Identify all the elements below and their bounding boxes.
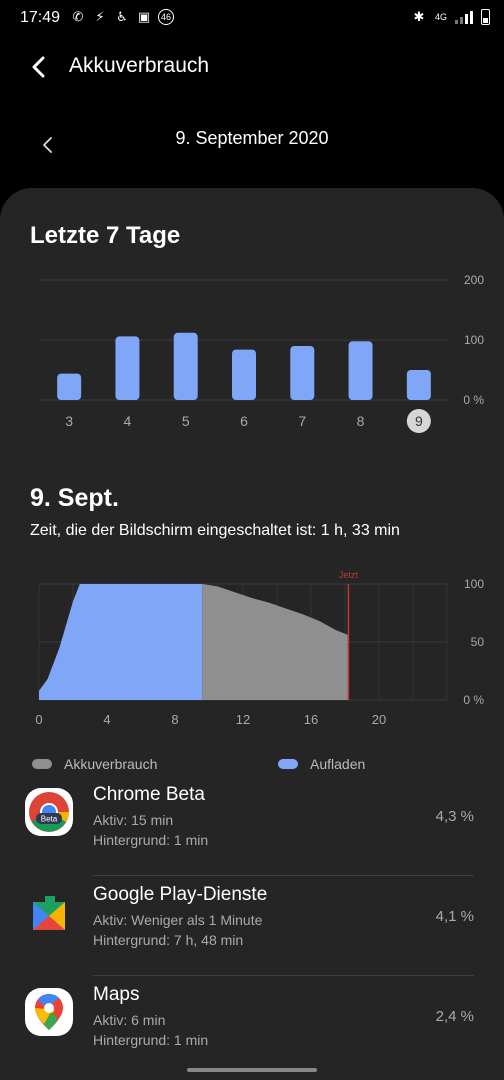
app-background-time: Hintergrund: 7 h, 48 min [93, 932, 244, 948]
week-title: Letzte 7 Tage [30, 222, 181, 249]
weekly-bar-chart: 200 100 0 % 3 4 5 6 7 8 9 [40, 273, 484, 433]
app-row-maps[interactable]: Maps Aktiv: 6 min Hintergrund: 1 min 2,4… [0, 976, 504, 1076]
accessibility-icon: ♿ [116, 9, 128, 24]
whatsapp-icon: ✆ [72, 9, 84, 24]
x-tick-label: 9 [415, 413, 423, 429]
back-arrow-icon[interactable] [24, 52, 54, 82]
battery-icon [481, 9, 490, 25]
x-tick-label: 4 [124, 413, 132, 429]
count-badge-icon: 46 [158, 9, 174, 25]
status-bar: 17:49 ✆ ⚡ ♿ ▣ 46 ✱ 4G [0, 0, 504, 36]
bluetooth-icon: ✱ [413, 9, 425, 24]
x-tick-label: 0 [35, 712, 42, 726]
x-tick-label: 8 [357, 413, 365, 429]
x-tick-label: 5 [182, 413, 190, 429]
selected-day-marker [406, 409, 431, 433]
app-background-time: Hintergrund: 1 min [93, 832, 209, 848]
x-tick-label: 8 [171, 712, 178, 726]
app-active-time: Aktiv: 6 min [93, 1012, 166, 1028]
x-tick-label: 4 [103, 712, 110, 726]
bar-7 [290, 346, 315, 400]
legend-charge-label: Aufladen [310, 756, 366, 772]
play-services-icon [25, 888, 73, 936]
app-header: Akkuverbrauch [0, 44, 504, 88]
app-name: Maps [93, 984, 140, 1005]
app-active-time: Aktiv: Weniger als 1 Minute [93, 912, 263, 928]
x-tick-label: 20 [372, 712, 386, 726]
chrome-beta-icon: Beta [25, 788, 73, 836]
app-percent: 4,3 % [435, 808, 474, 825]
legend-charge: Aufladen [278, 756, 365, 772]
divider [93, 875, 474, 876]
system-icons: ✱ 4G [411, 9, 490, 25]
screen-time-text: Zeit, die der Bildschirm eingeschaltet i… [30, 522, 400, 539]
discharging-area [202, 584, 349, 700]
divider [93, 975, 474, 976]
previous-date-chevron-icon[interactable] [38, 134, 58, 156]
bar-9 [406, 370, 431, 400]
battery-card: Letzte 7 Tage 200 100 0 % 3 4 5 6 7 8 9 9. Sept. … [0, 188, 504, 1080]
selected-date: 9. September 2020 [175, 128, 329, 148]
bar-4 [115, 336, 140, 400]
image-icon: ▣ [137, 9, 151, 24]
x-tick-label: 12 [236, 712, 250, 726]
legend-drain: Akkuverbrauch [32, 756, 157, 772]
bar-8 [348, 341, 373, 400]
home-indicator[interactable] [187, 1068, 317, 1072]
maps-icon [25, 988, 73, 1036]
chrome-beta-badge: Beta [41, 815, 58, 824]
x-tick-label: 16 [304, 712, 318, 726]
app-row-chrome-beta[interactable]: Beta Chrome Beta Aktiv: 15 min Hintergru… [0, 776, 504, 876]
day-title: 9. Sept. [30, 484, 119, 512]
legend-drain-label: Akkuverbrauch [64, 756, 158, 772]
network-type: 4G [434, 11, 447, 22]
now-label: Jetzt [339, 570, 359, 580]
date-selector: 9. September 2020 [0, 118, 504, 168]
app-usage-list: Beta Chrome Beta Aktiv: 15 min Hintergru… [0, 776, 504, 1076]
notification-icons: ✆ ⚡ ♿ ▣ 46 [70, 9, 174, 25]
y-tick-label: 100 [464, 333, 484, 347]
app-percent: 2,4 % [435, 1008, 474, 1025]
app-percent: 4,1 % [435, 908, 474, 925]
app-row-google-play-services[interactable]: Google Play-Dienste Aktiv: Weniger als 1… [0, 876, 504, 976]
app-active-time: Aktiv: 15 min [93, 812, 174, 828]
app-name: Google Play-Dienste [93, 884, 268, 905]
y-tick-label: 200 [464, 273, 484, 287]
legend-drain-swatch [32, 759, 52, 769]
page-title: Akkuverbrauch [69, 54, 210, 77]
legend-charge-swatch [278, 759, 298, 769]
daily-battery-chart: 100 50 0 % Jetzt 0 4 8 12 16 20 [35, 570, 485, 726]
status-time: 17:49 [20, 9, 61, 26]
bar-3 [57, 373, 82, 400]
app-notification-icon: ⚡ [95, 9, 105, 24]
y-tick-label: 0 % [463, 393, 484, 407]
y-tick-label: 0 % [463, 693, 484, 707]
bar-5 [173, 332, 198, 400]
app-background-time: Hintergrund: 1 min [93, 1032, 209, 1048]
x-tick-label: 7 [298, 413, 306, 429]
y-tick-label: 50 [471, 635, 485, 649]
app-name: Chrome Beta [93, 784, 205, 805]
x-tick-label: 3 [65, 413, 73, 429]
bar-6 [232, 349, 256, 400]
signal-icon [455, 10, 473, 24]
x-tick-label: 6 [240, 413, 248, 429]
charging-area [39, 584, 203, 700]
y-tick-label: 100 [464, 577, 484, 591]
